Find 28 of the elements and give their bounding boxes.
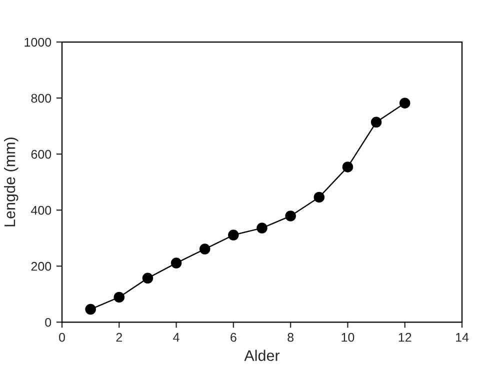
y-tick-label: 200 xyxy=(31,262,52,271)
y-tick-label: 1000 xyxy=(24,38,52,47)
point xyxy=(170,258,182,268)
point xyxy=(114,292,125,303)
point xyxy=(370,116,382,128)
y-axis-title: Lengde (mm) xyxy=(4,138,18,226)
x-tick-label: 0 xyxy=(59,332,65,342)
point xyxy=(199,244,210,254)
x-tick-label: 2 xyxy=(116,332,122,342)
y-tick-label: 800 xyxy=(31,94,52,103)
y-tick-label: 0 xyxy=(45,318,52,327)
point xyxy=(142,272,154,284)
point xyxy=(314,192,325,203)
point xyxy=(342,162,354,172)
point xyxy=(399,98,410,108)
x-tick-label: 14 xyxy=(456,333,469,342)
point xyxy=(285,210,296,222)
point xyxy=(256,222,268,234)
x-tick-label: 6 xyxy=(230,332,236,342)
point xyxy=(228,230,239,240)
x-axis-title: Alder xyxy=(244,350,280,361)
y-tick-label: 600 xyxy=(31,150,52,159)
x-tick-label: 4 xyxy=(173,333,180,342)
point xyxy=(85,304,96,315)
x-tick-label: 10 xyxy=(342,332,354,342)
x-tick-label: 8 xyxy=(288,332,294,342)
y-tick-label: 400 xyxy=(31,206,52,215)
x-tick-label: 12 xyxy=(398,332,412,342)
